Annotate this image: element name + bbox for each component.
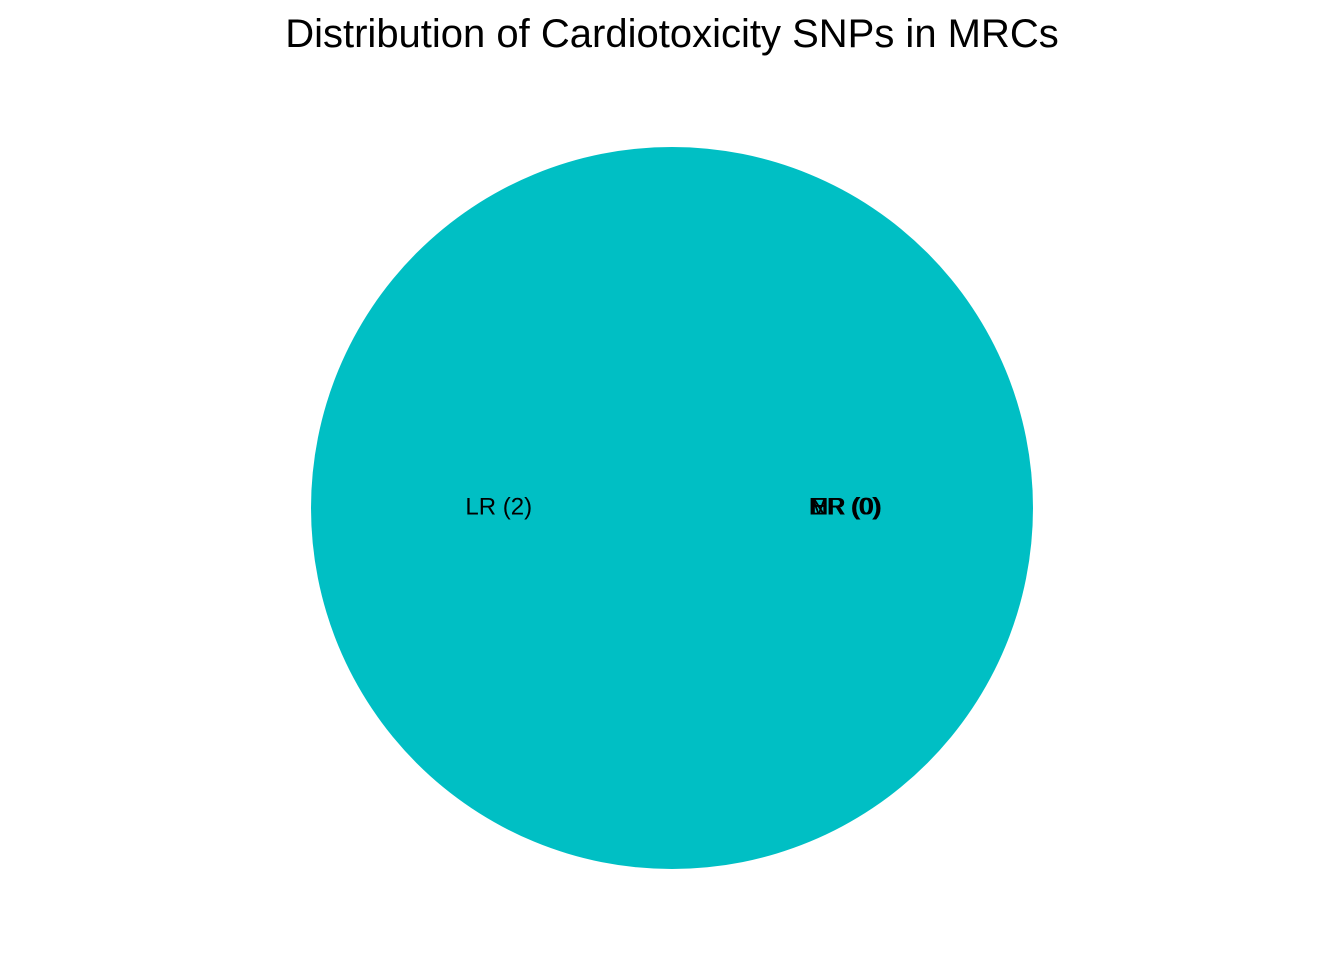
slice-label-lr: LR (2) [465, 493, 532, 520]
pie-labels: LR (2) ER (0)MR (0)NR (0) [465, 493, 882, 520]
slice-label-er: ER (0) [811, 493, 880, 520]
slice-label-nr: NR (0) [810, 493, 881, 520]
chart-title: Distribution of Cardiotoxicity SNPs in M… [285, 12, 1059, 56]
pie-slice-lr [311, 147, 1033, 869]
pie-slices [311, 147, 1033, 869]
slice-label-mr: MR (0) [809, 493, 882, 520]
